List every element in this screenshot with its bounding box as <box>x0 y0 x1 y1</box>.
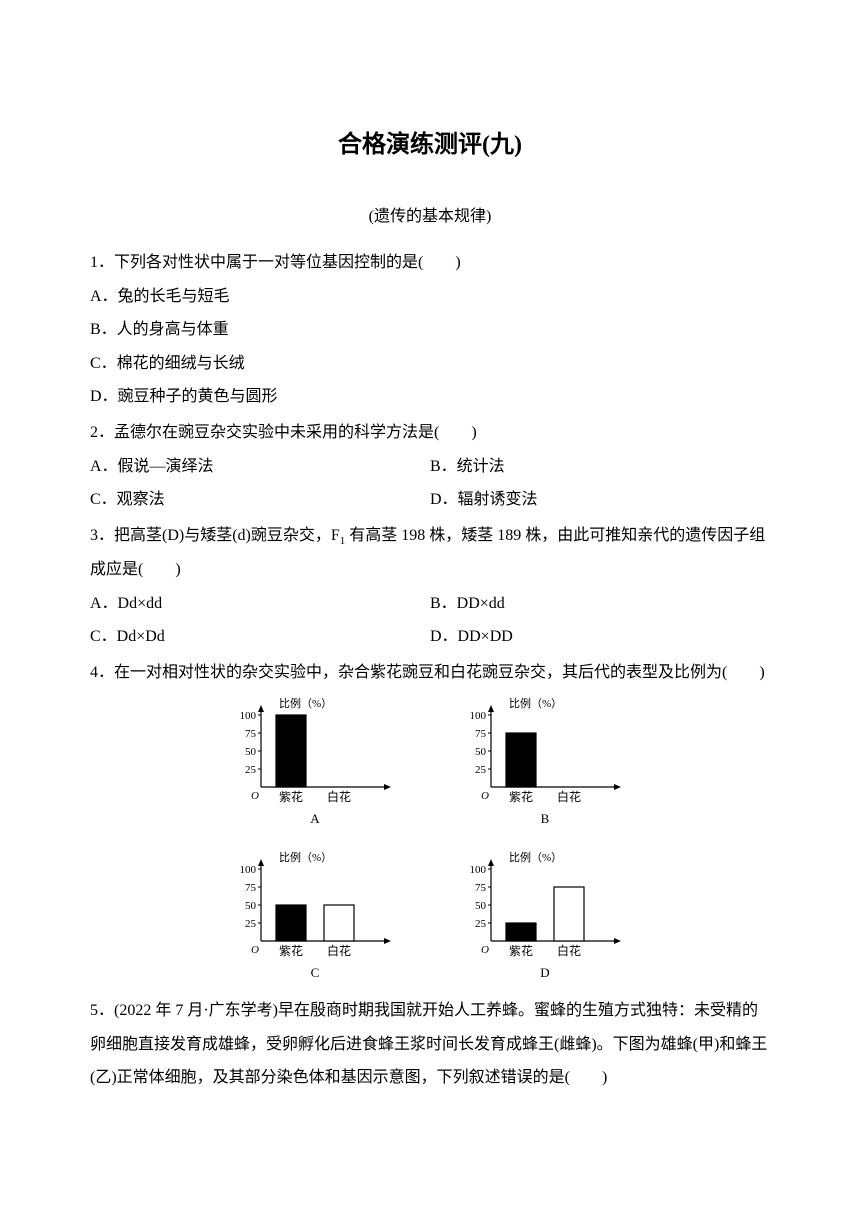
question-5: 5．(2022 年 7 月·广东学考)早在殷商时期我国就开始人工养蜂。蜜蜂的生殖… <box>90 994 770 1095</box>
option-a: A．Dd×dd <box>90 587 430 621</box>
question-stem: 2．孟德尔在豌豆杂交实验中未采用的科学方法是( ) <box>90 416 770 450</box>
svg-text:紫花: 紫花 <box>509 789 533 804</box>
svg-text:白花: 白花 <box>557 789 581 804</box>
page-subtitle: (遗传的基本规律) <box>90 200 770 234</box>
svg-text:白花: 白花 <box>327 943 351 958</box>
option-b: B．人的身高与体重 <box>90 313 770 347</box>
option-d: D．DD×DD <box>430 620 770 654</box>
svg-text:25: 25 <box>475 918 487 930</box>
option-c: C．Dd×Dd <box>90 620 430 654</box>
question-4: 4．在一对相对性状的杂交实验中，杂合紫花豌豆和白花豌豆杂交，其后代的表型及比例为… <box>90 656 770 986</box>
bar-chart: 比例（%） 25 50 75 100 O 紫花 白花 <box>455 697 635 807</box>
svg-text:白花: 白花 <box>327 789 351 804</box>
charts-grid: 比例（%）255075100O紫花白花A比例（%）255075100O紫花白花B… <box>220 697 640 986</box>
svg-text:100: 100 <box>240 710 257 722</box>
svg-text:O: O <box>481 944 489 956</box>
svg-text:比例（%）: 比例（%） <box>279 851 332 864</box>
option-c: C．棉花的细绒与长绒 <box>90 347 770 381</box>
option-c: C．观察法 <box>90 483 430 517</box>
svg-text:O: O <box>251 790 259 802</box>
bar-chart: 比例（%） 25 50 75 100 O 紫花 白花 <box>225 851 405 961</box>
question-stem: 4．在一对相对性状的杂交实验中，杂合紫花豌豆和白花豌豆杂交，其后代的表型及比例为… <box>90 656 770 690</box>
question-stem: 5．(2022 年 7 月·广东学考)早在殷商时期我国就开始人工养蜂。蜜蜂的生殖… <box>90 994 770 1095</box>
options: A．Dd×dd B．DD×dd C．Dd×Dd D．DD×DD <box>90 587 770 654</box>
option-a: A．假说—演绎法 <box>90 450 430 484</box>
bar-chart: 比例（%） 25 50 75 100 O 紫花 白花 <box>225 697 405 807</box>
page-title: 合格演练测评(九) <box>90 120 770 170</box>
svg-text:紫花: 紫花 <box>509 943 533 958</box>
chart-panel-d: 比例（%） 25 50 75 100 O 紫花 白花 D <box>450 851 640 986</box>
option-a: A．兔的长毛与短毛 <box>90 280 770 314</box>
svg-text:O: O <box>481 790 489 802</box>
question-2: 2．孟德尔在豌豆杂交实验中未采用的科学方法是( ) A．假说—演绎法 B．统计法… <box>90 416 770 517</box>
option-b: B．DD×dd <box>430 587 770 621</box>
svg-text:比例（%）: 比例（%） <box>509 697 562 710</box>
svg-text:75: 75 <box>475 728 487 740</box>
panel-letter: D <box>540 959 549 986</box>
svg-text:100: 100 <box>470 710 487 722</box>
svg-text:50: 50 <box>245 746 257 758</box>
chart-panel-a: 比例（%） 25 50 75 100 O 紫花 白花 A <box>220 697 410 832</box>
question-3: 3．把高茎(D)与矮茎(d)豌豆杂交，F1 有高茎 198 株，矮茎 189 株… <box>90 519 770 654</box>
stem-pre: 3．把高茎(D)与矮茎(d)豌豆杂交，F <box>90 527 340 544</box>
panel-letter: C <box>311 959 320 986</box>
svg-text:比例（%）: 比例（%） <box>279 697 332 710</box>
panel-letter: A <box>310 805 319 832</box>
question-stem: 1．下列各对性状中属于一对等位基因控制的是( ) <box>90 246 770 280</box>
svg-text:25: 25 <box>245 918 257 930</box>
svg-text:50: 50 <box>245 900 257 912</box>
option-d: D．豌豆种子的黄色与圆形 <box>90 380 770 414</box>
question-1: 1．下列各对性状中属于一对等位基因控制的是( ) A．兔的长毛与短毛 B．人的身… <box>90 246 770 414</box>
svg-text:75: 75 <box>245 728 257 740</box>
bar-chart: 比例（%） 25 50 75 100 O 紫花 白花 <box>455 851 635 961</box>
chart-panel-c: 比例（%） 25 50 75 100 O 紫花 白花 C <box>220 851 410 986</box>
svg-text:50: 50 <box>475 746 487 758</box>
svg-text:紫花: 紫花 <box>279 943 303 958</box>
options: A．假说—演绎法 B．统计法 C．观察法 D．辐射诱变法 <box>90 450 770 517</box>
svg-text:白花: 白花 <box>557 943 581 958</box>
svg-text:紫花: 紫花 <box>279 789 303 804</box>
option-b: B．统计法 <box>430 450 770 484</box>
panel-letter: B <box>541 805 550 832</box>
svg-text:75: 75 <box>475 882 487 894</box>
svg-text:100: 100 <box>470 864 487 876</box>
option-d: D．辐射诱变法 <box>430 483 770 517</box>
svg-text:O: O <box>251 944 259 956</box>
question-stem: 3．把高茎(D)与矮茎(d)豌豆杂交，F1 有高茎 198 株，矮茎 189 株… <box>90 519 770 587</box>
svg-text:100: 100 <box>240 864 257 876</box>
chart-panel-b: 比例（%） 25 50 75 100 O 紫花 白花 B <box>450 697 640 832</box>
svg-text:25: 25 <box>245 764 257 776</box>
svg-text:75: 75 <box>245 882 257 894</box>
svg-text:25: 25 <box>475 764 487 776</box>
svg-text:比例（%）: 比例（%） <box>509 851 562 864</box>
svg-text:50: 50 <box>475 900 487 912</box>
options: A．兔的长毛与短毛 B．人的身高与体重 C．棉花的细绒与长绒 D．豌豆种子的黄色… <box>90 280 770 414</box>
